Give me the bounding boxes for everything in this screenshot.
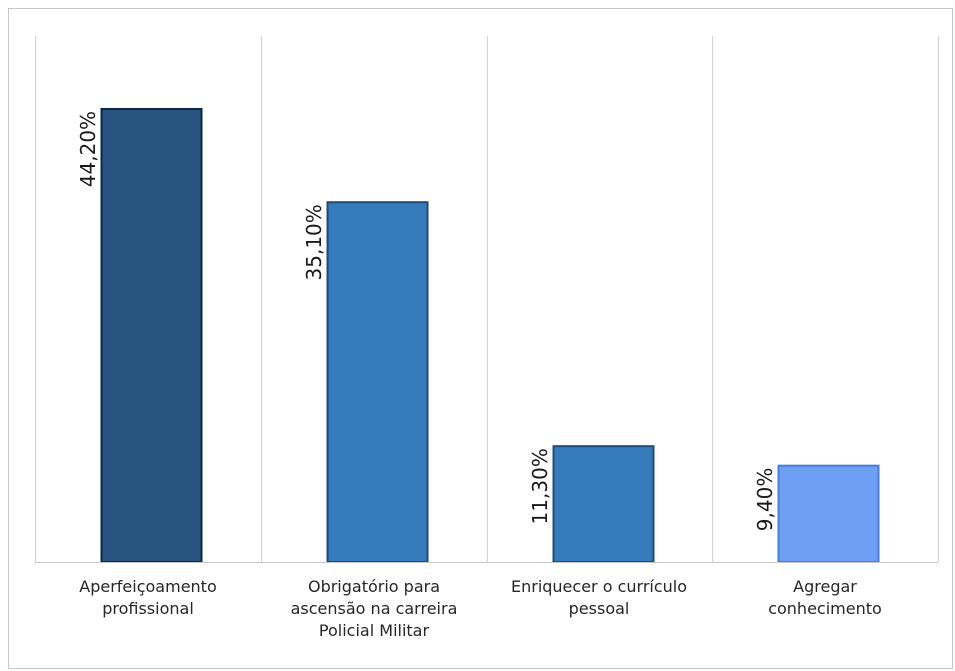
data-label-2: 35,10% bbox=[302, 204, 326, 280]
category-label-4: Agregar conhecimento bbox=[768, 577, 882, 618]
category-label-1: Aperfeiçoamento profissional bbox=[79, 577, 217, 618]
bar-2 bbox=[326, 201, 429, 563]
data-label-4: 9,40% bbox=[753, 468, 777, 532]
data-label-1: 44,20% bbox=[76, 111, 100, 187]
bar-3 bbox=[552, 445, 655, 563]
chart-frame: 44,20% 35,10% 11,30% 9,40% Aperfeiçoamento … bbox=[8, 8, 953, 669]
bar-chart: 44,20% 35,10% 11,30% 9,40% bbox=[35, 36, 939, 563]
data-labels: 44,20% 35,10% 11,30% 9,40% bbox=[76, 111, 777, 531]
data-label-3: 11,30% bbox=[528, 448, 552, 524]
bar-4 bbox=[777, 464, 880, 563]
category-label-2: Obrigatório para ascensão na carreira Po… bbox=[290, 577, 458, 640]
bar-series bbox=[100, 107, 880, 563]
category-gridlines bbox=[35, 36, 939, 562]
bar-1 bbox=[100, 107, 203, 563]
category-label-3: Enriquecer o currículo pessoal bbox=[510, 577, 688, 618]
